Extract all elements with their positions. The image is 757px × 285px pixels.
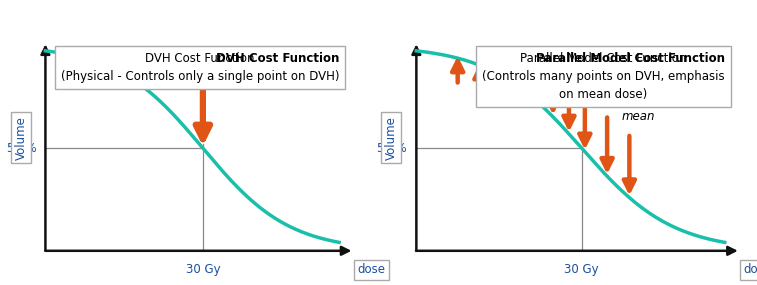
Text: Volume: Volume <box>14 116 28 160</box>
Text: dose: dose <box>744 263 757 276</box>
Text: DVH Cost Function: DVH Cost Function <box>216 52 339 83</box>
Text: Parallel Model Cost Function: Parallel Model Cost Function <box>536 52 724 101</box>
Text: Volume: Volume <box>385 116 397 160</box>
Text: 50 %: 50 % <box>7 142 36 155</box>
Text: dose: dose <box>357 263 385 276</box>
Text: 50 %: 50 % <box>377 142 407 155</box>
Text: DVH Cost Function
(Physical - Controls only a single point on DVH): DVH Cost Function (Physical - Controls o… <box>61 52 339 83</box>
Text: mean: mean <box>621 110 655 123</box>
Text: Parallel Model Cost Function
(Controls many points on DVH, emphasis
on mean dose: Parallel Model Cost Function (Controls m… <box>482 52 724 101</box>
Text: 30 Gy: 30 Gy <box>185 263 220 276</box>
Text: 30 Gy: 30 Gy <box>565 263 599 276</box>
